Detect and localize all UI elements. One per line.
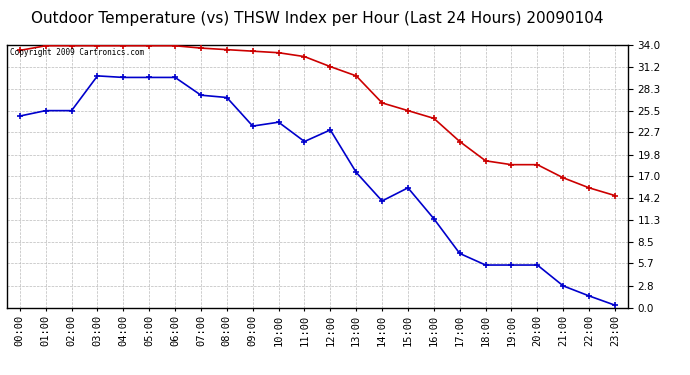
Text: Copyright 2009 Cartronics.com: Copyright 2009 Cartronics.com <box>10 48 144 57</box>
Text: Outdoor Temperature (vs) THSW Index per Hour (Last 24 Hours) 20090104: Outdoor Temperature (vs) THSW Index per … <box>31 11 604 26</box>
